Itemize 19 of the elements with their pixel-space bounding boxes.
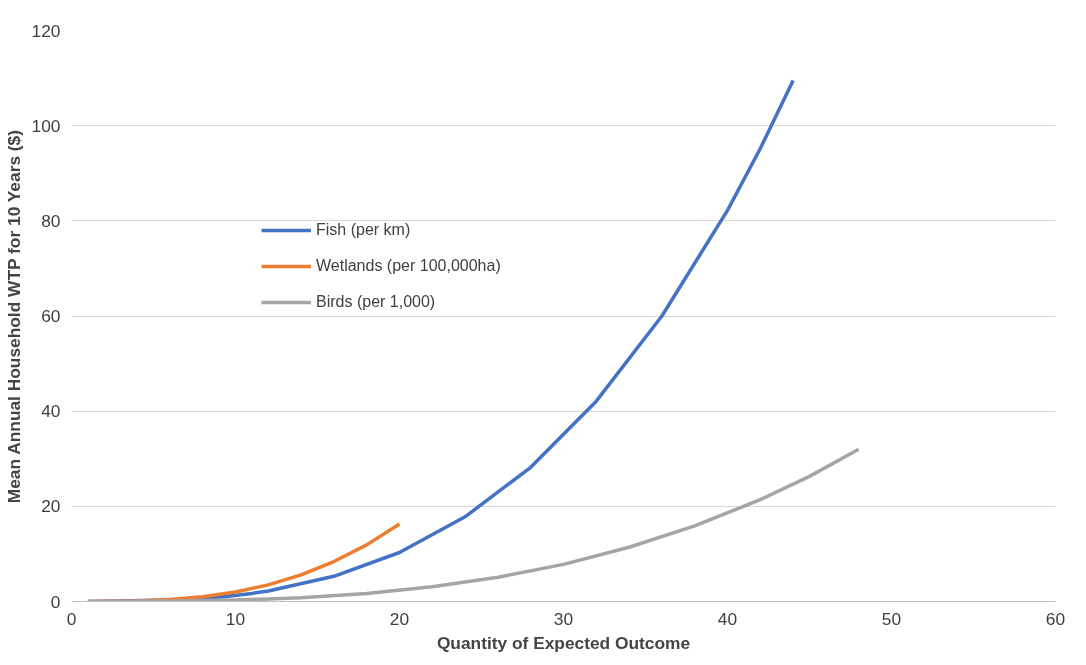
x-tick-label: 30: [553, 608, 574, 629]
x-tick-label: 40: [717, 608, 738, 629]
y-tick-label: 120: [31, 20, 61, 41]
y-tick-label: 60: [41, 306, 61, 326]
y-tick-label: 40: [41, 401, 61, 422]
x-tick-label: 20: [389, 608, 410, 629]
y-tick-label: 100: [31, 115, 61, 136]
y-tick-label: 0: [50, 591, 61, 612]
x-tick-label: 50: [881, 608, 902, 629]
legend-label: Fish (per km): [316, 221, 411, 239]
legend-label: Birds (per 1,000): [316, 293, 436, 311]
legend-label: Wetlands (per 100,000ha): [316, 257, 501, 275]
x-tick-label: 60: [1045, 608, 1066, 629]
y-tick-label: 80: [41, 210, 61, 231]
y-tick-label: 20: [41, 496, 61, 517]
y-axis-title: Mean Annual Household WTP for 10 Years ($): [3, 129, 24, 504]
x-tick-label: 0: [66, 608, 77, 629]
x-tick-label: 10: [225, 608, 246, 629]
x-axis-title: Quantity of Expected Outcome: [436, 632, 691, 653]
